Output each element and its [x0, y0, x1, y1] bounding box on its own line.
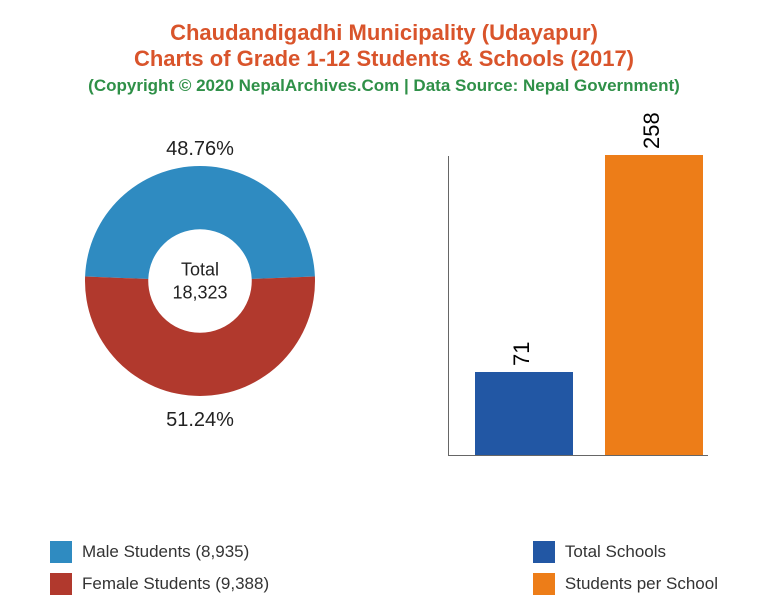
bar-1	[605, 155, 703, 455]
legend-left: Male Students (8,935) Female Students (9,…	[50, 541, 269, 595]
legend-swatch	[50, 541, 72, 563]
legend-swatch	[50, 573, 72, 595]
legend-item: Total Schools	[533, 541, 718, 563]
legend-swatch	[533, 573, 555, 595]
donut-center-value: 18,323	[172, 282, 227, 302]
charts-row: 48.76% Total 18,323 51.24% 71258	[30, 126, 738, 486]
bar-value-label-0: 71	[509, 342, 535, 366]
legend-swatch	[533, 541, 555, 563]
donut-center-label: Total	[181, 260, 219, 280]
donut-center-text: Total 18,323	[172, 259, 227, 304]
title-line-1: Chaudandigadhi Municipality (Udayapur)	[30, 20, 738, 46]
legend-item: Female Students (9,388)	[50, 573, 269, 595]
legend-text: Students per School	[565, 574, 718, 594]
title-block: Chaudandigadhi Municipality (Udayapur) C…	[30, 20, 738, 96]
subtitle: (Copyright © 2020 NepalArchives.Com | Da…	[30, 76, 738, 96]
donut-chart: 48.76% Total 18,323 51.24%	[30, 126, 370, 406]
bar-0	[475, 372, 573, 455]
donut-wrap: Total 18,323	[75, 156, 325, 406]
legends-row: Male Students (8,935) Female Students (9,…	[30, 541, 738, 595]
legend-right: Total Schools Students per School	[533, 541, 718, 595]
legend-text: Female Students (9,388)	[82, 574, 269, 594]
legend-item: Students per School	[533, 573, 718, 595]
bar-value-label-1: 258	[639, 112, 665, 149]
title-line-2: Charts of Grade 1-12 Students & Schools …	[30, 46, 738, 72]
legend-text: Male Students (8,935)	[82, 542, 249, 562]
bar-plot-area: 71258	[448, 156, 708, 456]
donut-bottom-label: 51.24%	[166, 409, 234, 432]
legend-text: Total Schools	[565, 542, 666, 562]
bar-chart: 71258	[408, 126, 738, 486]
legend-item: Male Students (8,935)	[50, 541, 269, 563]
